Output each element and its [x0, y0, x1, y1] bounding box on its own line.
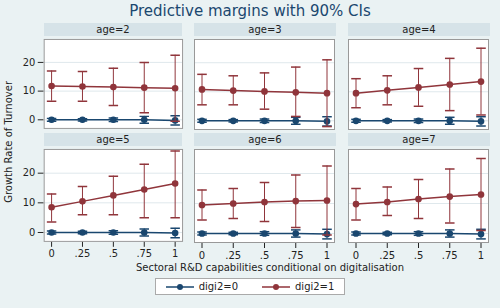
svg-text:.25: .25	[379, 250, 395, 261]
svg-text:1: 1	[324, 250, 330, 261]
html-text:Growth Rate of Turnover: Growth Rate of Turnover	[2, 80, 14, 203]
html-text:digi2=1: digi2=1	[295, 281, 335, 292]
html-text:Sectoral R&D capabilities cond: Sectoral R&D capabilities conditional on…	[135, 262, 405, 273]
svg-text:1: 1	[172, 248, 178, 259]
svg-text:20: 20	[23, 57, 36, 68]
svg-text:.75: .75	[136, 248, 152, 259]
html-text:age=4: age=4	[402, 24, 436, 35]
svg-text:.5: .5	[109, 248, 118, 259]
svg-text:.5: .5	[414, 250, 424, 261]
svg-text:20: 20	[23, 167, 36, 178]
html-text:age=7: age=7	[402, 134, 436, 145]
svg-text:.5: .5	[260, 250, 270, 261]
html-text:age=5: age=5	[96, 134, 130, 145]
html-text:age=6: age=6	[248, 134, 282, 145]
svg-text:.25: .25	[225, 250, 241, 261]
svg-text:10: 10	[23, 85, 36, 96]
svg-text:0: 0	[29, 114, 35, 125]
svg-text:0: 0	[199, 250, 205, 261]
svg-text:.75: .75	[442, 250, 458, 261]
svg-text:1: 1	[478, 250, 484, 261]
svg-text:.25: .25	[75, 248, 91, 259]
html-text:Predictive margins with 90% CI: Predictive margins with 90% CIs	[129, 2, 371, 20]
svg-text:0: 0	[353, 250, 359, 261]
svg-text:10: 10	[23, 197, 36, 208]
svg-text:.75: .75	[288, 250, 304, 261]
svg-text:0: 0	[29, 227, 35, 238]
svg-text:0: 0	[48, 248, 54, 259]
html-text:digi2=0: digi2=0	[198, 281, 238, 292]
html-text:age=3: age=3	[248, 24, 282, 35]
html-text:age=2: age=2	[96, 24, 130, 35]
